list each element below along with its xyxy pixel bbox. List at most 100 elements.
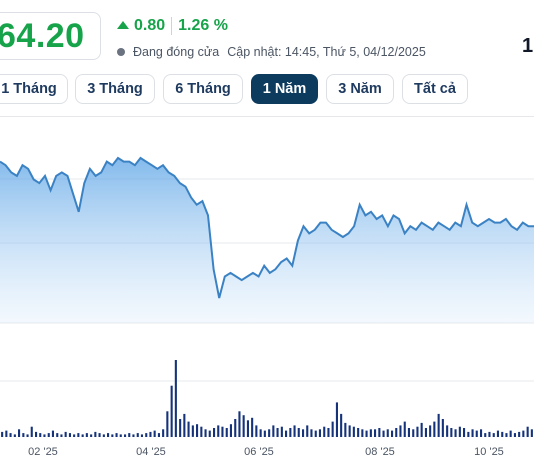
volume-bar: [238, 411, 241, 437]
volume-bar: [454, 429, 457, 437]
volume-bar: [200, 426, 203, 437]
volume-bar: [94, 431, 97, 437]
right-edge-value: 1: [522, 35, 534, 57]
x-tick-label: 08 '25: [365, 446, 395, 458]
price-line: [0, 156, 534, 299]
volume-bar: [208, 430, 211, 437]
volume-bar: [450, 428, 453, 437]
volume-bar: [259, 429, 262, 437]
tab-6-months[interactable]: 6 Tháng: [163, 74, 243, 104]
volume-bar: [276, 428, 279, 437]
tab-3-years[interactable]: 3 Năm: [326, 74, 394, 104]
volume-bar: [463, 428, 466, 437]
volume-bar: [246, 420, 249, 437]
header-divider: [0, 116, 534, 117]
volume-bar: [174, 360, 177, 437]
volume-bar: [221, 426, 224, 437]
volume-bar: [369, 429, 372, 437]
volume-bar: [318, 429, 321, 437]
volume-bar: [433, 421, 436, 437]
volume-bar: [234, 419, 237, 437]
volume-bar: [166, 411, 169, 437]
volume-bar: [458, 426, 461, 437]
status-dot-icon: [117, 48, 125, 56]
volume-bar: [496, 430, 499, 437]
volume-bar: [399, 425, 402, 437]
up-arrow-icon: [117, 21, 129, 29]
volume-bar: [217, 425, 220, 437]
volume-bar: [56, 433, 59, 437]
volume-bar: [196, 424, 199, 437]
tab-1-month[interactable]: 1 Tháng: [0, 74, 68, 104]
volume-bar: [213, 428, 216, 437]
volume-bar: [229, 424, 232, 437]
volume-bar: [306, 425, 309, 437]
x-tick-label: 10 '25: [474, 446, 504, 458]
volume-bar: [204, 429, 207, 437]
volume-bar: [187, 421, 190, 437]
volume-bar: [429, 425, 432, 437]
volume-bar: [285, 430, 288, 437]
volume-bar: [327, 428, 330, 437]
volume-bar: [242, 415, 245, 437]
volume-bar: [475, 430, 478, 437]
volume-bar: [90, 434, 93, 437]
volume-bar: [518, 431, 521, 437]
volume-bar: [407, 428, 410, 437]
volume-bar: [522, 430, 525, 437]
volume-bar: [335, 402, 338, 437]
volume-bar: [191, 425, 194, 437]
volume-bar: [124, 434, 127, 437]
volume-bar: [391, 430, 394, 437]
volume-bar: [128, 433, 131, 437]
volume-bar: [344, 422, 347, 437]
volume-bar: [81, 434, 84, 437]
volume-bar: [302, 429, 305, 437]
current-price: 64.20: [0, 16, 85, 55]
volume-bar: [22, 433, 25, 437]
volume-bar: [348, 425, 351, 437]
volume-bar: [280, 426, 283, 437]
volume-bar: [225, 428, 228, 437]
volume-bar: [441, 419, 444, 437]
volume-bar: [293, 425, 296, 437]
tab-all[interactable]: Tất cả: [402, 74, 468, 104]
volume-bar: [365, 430, 368, 437]
volume-bar: [416, 426, 419, 437]
volume-bar: [153, 430, 156, 437]
volume-bar: [39, 433, 42, 437]
volume-bar: [13, 434, 16, 437]
volume-bar: [340, 413, 343, 437]
volume-bar: [1, 431, 4, 437]
volume-bar: [18, 429, 21, 437]
volume-bar: [140, 434, 143, 437]
volume-bar: [115, 433, 118, 437]
volume-bar: [73, 434, 76, 437]
volume-bar: [352, 426, 355, 437]
volume-bar: [530, 429, 533, 437]
volume-bar: [68, 433, 71, 437]
volume-bar: [505, 433, 508, 437]
volume-bar: [183, 413, 186, 437]
volume-bar: [272, 425, 275, 437]
volume-bar: [60, 434, 63, 437]
tab-3-months[interactable]: 3 Tháng: [75, 74, 155, 104]
volume-bar: [263, 430, 266, 437]
volume-bar: [480, 429, 483, 437]
tab-1-year[interactable]: 1 Năm: [251, 74, 318, 104]
volume-bar: [382, 430, 385, 437]
volume-bar: [467, 431, 470, 437]
market-status: Đang đóng cửa: [133, 45, 220, 59]
price-change-percent: 1.26 %: [178, 17, 228, 34]
market-status-row: Đang đóng cửa Cập nhật: 14:45, Thứ 5, 04…: [117, 45, 426, 59]
volume-bar: [268, 429, 271, 437]
volume-bar: [386, 429, 389, 437]
volume-bar: [102, 434, 105, 437]
volume-bar: [64, 431, 67, 437]
volume-bar: [526, 426, 529, 437]
price-area: [0, 158, 534, 323]
volume-bar: [51, 430, 54, 437]
x-tick-label: 06 '25: [244, 446, 274, 458]
volume-bar: [437, 413, 440, 437]
